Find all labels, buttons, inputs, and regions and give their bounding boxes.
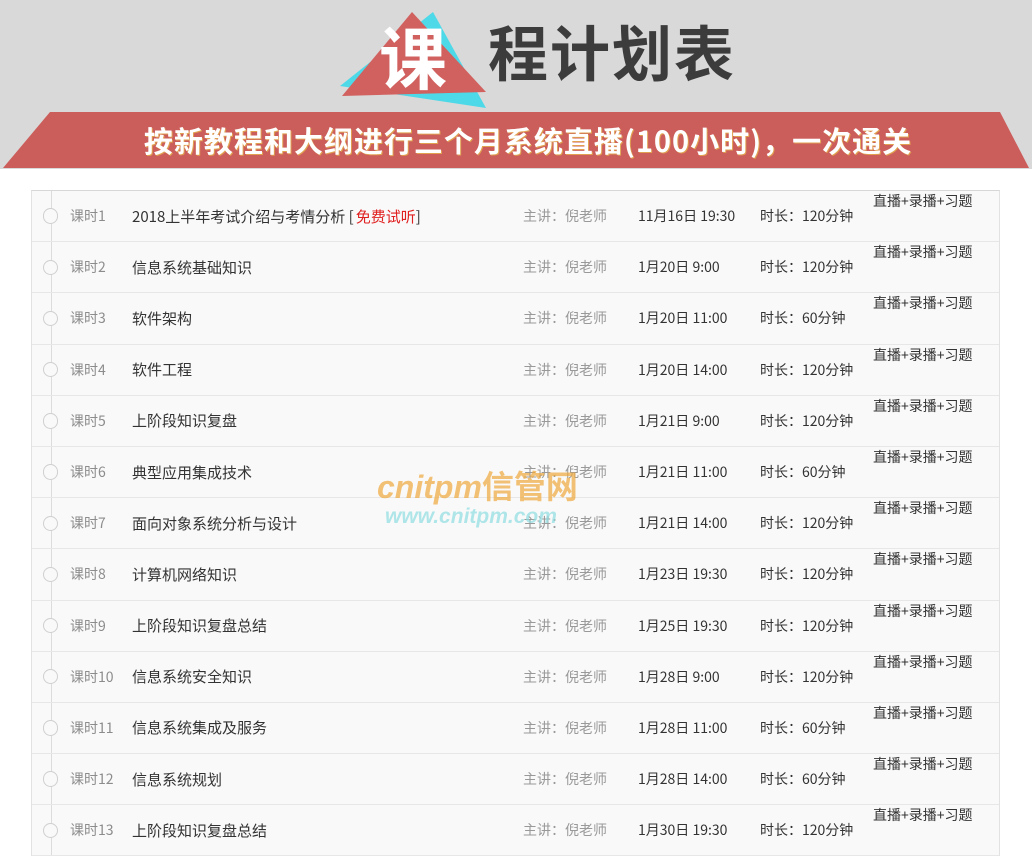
svg-text:课: 课	[379, 5, 447, 104]
